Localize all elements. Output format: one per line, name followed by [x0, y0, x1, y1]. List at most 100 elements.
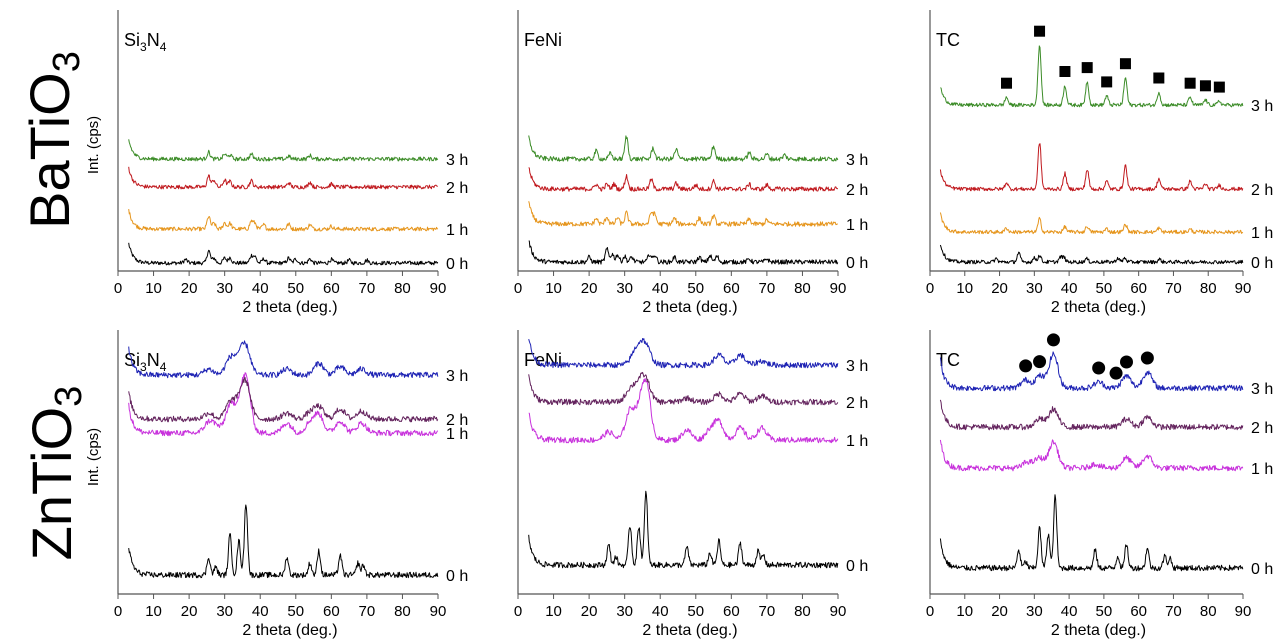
panel-title: TC — [936, 350, 960, 370]
x-tick-label: 30 — [216, 603, 233, 620]
peak-marker-circle — [1119, 355, 1133, 369]
x-tick-label: 70 — [1165, 280, 1182, 297]
x-tick-label: 90 — [830, 280, 847, 297]
x-tick-label: 20 — [581, 603, 598, 620]
x-tick-label: 90 — [430, 603, 447, 620]
x-tick-label: 30 — [616, 603, 633, 620]
row-label-subscript: 3 — [46, 51, 88, 73]
series-line — [939, 351, 1244, 392]
x-tick-label: 70 — [759, 280, 776, 297]
x-tick-label: 20 — [991, 280, 1008, 297]
series-label: 1 h — [846, 217, 868, 234]
x-tick-label: 30 — [216, 280, 233, 297]
row-label-subscript: 3 — [48, 385, 90, 407]
x-tick-label: 90 — [1235, 280, 1252, 297]
panel-title: Si3N4 — [124, 30, 167, 54]
series-line — [128, 139, 439, 162]
series-line — [939, 212, 1244, 235]
x-axis-label: 2 theta (deg.) — [242, 622, 337, 639]
x-tick-label: 30 — [616, 280, 633, 297]
x-tick-label: 40 — [652, 280, 669, 297]
series-label: 2 h — [446, 412, 468, 429]
x-tick-label: 90 — [430, 280, 447, 297]
x-tick-label: 80 — [794, 280, 811, 297]
x-tick-label: 80 — [394, 603, 411, 620]
row-label-batio3: BaTiO3 — [17, 40, 88, 240]
series-label: 2 h — [1251, 182, 1273, 199]
x-tick-label: 10 — [956, 603, 973, 620]
panel-0-2: 0 10 20 30 40 50 60 70 80 90 2 theta (deg.) TC 0 h 1 … — [926, 10, 1273, 316]
x-tick-label: 40 — [652, 603, 669, 620]
series-label: 2 h — [846, 182, 868, 199]
peak-marker-square — [1081, 62, 1093, 74]
series-label: 2 h — [1251, 420, 1273, 437]
series-line — [128, 242, 439, 266]
panel-0-0: 0 10 20 30 40 50 60 70 80 90 2 theta (deg.) Int. (c… — [85, 10, 468, 316]
peak-marker-square — [1101, 76, 1113, 88]
x-tick-label: 10 — [545, 603, 562, 620]
series-line — [128, 166, 438, 190]
x-tick-label: 0 — [926, 280, 934, 297]
x-tick-label: 90 — [830, 603, 847, 620]
peak-marker-square — [1153, 72, 1165, 84]
series-label: 3 h — [446, 368, 468, 385]
x-tick-label: 10 — [545, 280, 562, 297]
x-tick-label: 70 — [759, 603, 776, 620]
x-tick-label: 10 — [956, 280, 973, 297]
series-line — [528, 135, 839, 162]
x-tick-label: 10 — [145, 603, 162, 620]
row-label-main: ZnTiO — [20, 406, 83, 561]
x-tick-label: 40 — [1061, 603, 1078, 620]
series-line — [528, 371, 839, 406]
row-label-zntio3: ZnTiO3 — [19, 373, 90, 573]
x-axis-label: 2 theta (deg.) — [1051, 299, 1146, 316]
series-line — [128, 372, 439, 437]
x-tick-label: 20 — [181, 280, 198, 297]
x-tick-label: 50 — [1096, 603, 1113, 620]
panel-1-1: 0 10 20 30 40 50 60 70 80 90 2 theta (deg.) FeNi 0 h… — [514, 330, 868, 639]
x-tick-label: 50 — [287, 280, 304, 297]
x-tick-label: 20 — [991, 603, 1008, 620]
series-label: 0 h — [1251, 561, 1273, 578]
x-tick-label: 0 — [514, 603, 522, 620]
peak-marker-circle — [1109, 366, 1123, 380]
peak-marker-square — [1034, 25, 1046, 37]
peak-marker-square — [1119, 58, 1131, 70]
series-label: 3 h — [446, 152, 468, 169]
peak-marker-square — [1001, 77, 1013, 89]
peak-marker-square — [1059, 66, 1071, 77]
x-tick-label: 0 — [926, 603, 934, 620]
x-tick-label: 50 — [287, 603, 304, 620]
x-tick-label: 80 — [794, 603, 811, 620]
y-axis-label: Int. (cps) — [85, 116, 102, 174]
x-axis-label: 2 theta (deg.) — [242, 299, 337, 316]
panel-title: FeNi — [524, 30, 562, 50]
series-label: 3 h — [846, 358, 868, 375]
series-label: 0 h — [1251, 255, 1273, 272]
series-line — [528, 338, 839, 369]
x-tick-label: 60 — [1130, 280, 1147, 297]
x-tick-label: 30 — [1026, 603, 1043, 620]
peak-marker-square — [1184, 77, 1196, 89]
series-label: 3 h — [1251, 381, 1273, 398]
panel-0-1: 0 10 20 30 40 50 60 70 80 90 2 theta (deg.) FeNi 0 h… — [514, 10, 868, 316]
x-tick-label: 40 — [252, 603, 269, 620]
x-tick-label: 60 — [1130, 603, 1147, 620]
x-tick-label: 40 — [252, 280, 269, 297]
x-tick-label: 90 — [1235, 603, 1252, 620]
x-tick-label: 50 — [1096, 280, 1113, 297]
x-tick-label: 70 — [1165, 603, 1182, 620]
series-label: 0 h — [446, 568, 468, 585]
series-line — [128, 504, 439, 579]
series-line — [939, 143, 1244, 192]
panel-title: Si3N4 — [124, 350, 167, 374]
series-line — [939, 244, 1244, 265]
x-tick-label: 20 — [181, 603, 198, 620]
x-tick-label: 0 — [514, 280, 522, 297]
x-tick-label: 80 — [394, 280, 411, 297]
series-label: 2 h — [846, 395, 868, 412]
x-axis-label: 2 theta (deg.) — [642, 299, 737, 316]
panel-title: TC — [936, 30, 960, 50]
x-tick-label: 60 — [723, 280, 740, 297]
x-tick-label: 0 — [114, 603, 122, 620]
